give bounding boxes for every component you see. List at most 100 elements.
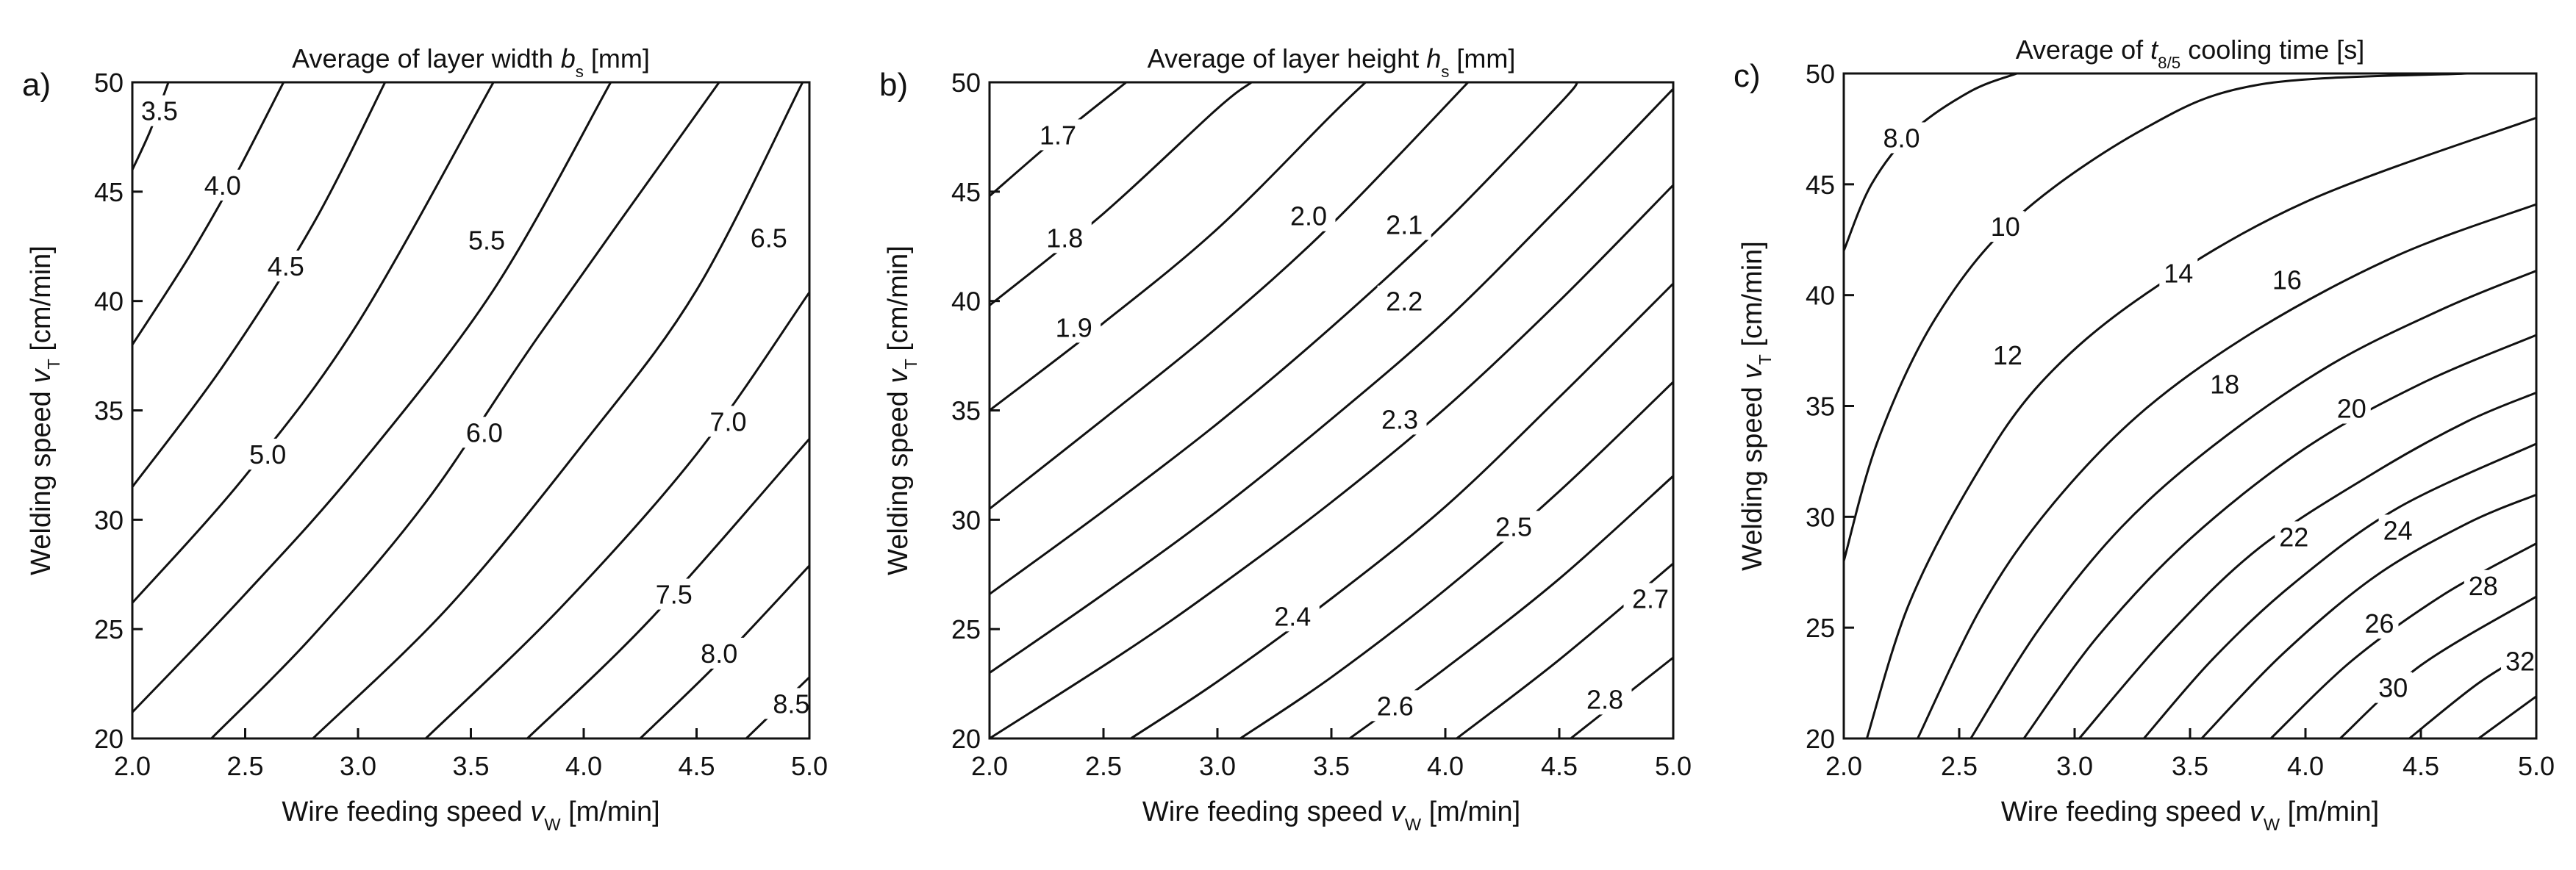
- contour-label-bg: [2378, 514, 2417, 546]
- x-tick-label: 4.0: [2287, 751, 2324, 781]
- x-tick-label: 3.0: [340, 751, 376, 781]
- chart-title-unit: [mm]: [1449, 43, 1515, 73]
- contour-label-bg: [2501, 645, 2540, 677]
- plot-frame: [988, 81, 1675, 740]
- x-tick-label: 4.5: [2403, 751, 2439, 781]
- x-axis-label-sub: W: [2264, 815, 2280, 834]
- x-tick-label: 3.5: [1313, 751, 1350, 781]
- contour-label-14: 14: [2164, 259, 2193, 289]
- contour-label-bg: [1377, 209, 1431, 240]
- contour-line-32: [2477, 695, 2536, 738]
- y-axis-label: Welding speed vT [cm/min]: [883, 245, 920, 575]
- y-axis-label-sub: T: [1756, 354, 1775, 364]
- x-tick-label: 3.5: [452, 751, 489, 781]
- y-tick-label: 30: [1806, 502, 1835, 532]
- contour-line-18: [2022, 334, 2536, 738]
- contour-label-bg: [692, 637, 746, 669]
- contour-label-12: 12: [1993, 340, 2022, 370]
- contour-line-7.5: [526, 438, 809, 738]
- contour-lines: [990, 82, 1673, 738]
- y-axis-label: Welding speed vT [cm/min]: [1737, 241, 1775, 571]
- x-axis-label-main: Wire feeding speed: [2001, 797, 2250, 827]
- contour-line-12: [1865, 116, 2536, 738]
- y-axis-label-main: Welding speed: [883, 384, 914, 575]
- contour-line-2.4: [1130, 282, 1673, 738]
- contour-label-bg: [1875, 122, 1928, 154]
- contour-label-bg: [1373, 403, 1427, 435]
- y-axis-label-symbol: v: [883, 368, 914, 384]
- contour-label-2.8: 2.8: [1586, 684, 1623, 714]
- x-axis-label: Wire feeding speed vW [m/min]: [1142, 797, 1520, 834]
- x-axis-label: Wire feeding speed vW [m/min]: [2001, 797, 2379, 834]
- contour-line-5.0: [132, 82, 495, 604]
- y-tick-label: 25: [94, 614, 124, 644]
- y-tick-label: 35: [951, 396, 981, 426]
- contour-label-7.5: 7.5: [656, 580, 693, 610]
- x-axis-label-main: Wire feeding speed: [282, 797, 530, 827]
- contour-label-bg: [1037, 222, 1092, 254]
- x-axis-label: Wire feeding speed vW [m/min]: [282, 797, 659, 834]
- contour-lines: [1844, 73, 2536, 738]
- contour-label-bg: [2464, 569, 2502, 601]
- contour-label-5.5: 5.5: [468, 225, 505, 255]
- x-tick-label: 5.0: [1655, 751, 1692, 781]
- chart-title-main: Average of layer height: [1148, 43, 1427, 73]
- contour-line-6.5: [312, 82, 804, 738]
- x-axis-label-symbol: v: [2250, 797, 2265, 827]
- x-tick-label: 4.0: [1427, 751, 1464, 781]
- x-tick-label: 3.0: [2056, 751, 2093, 781]
- contour-label-bg: [1265, 600, 1320, 632]
- x-tick-label: 2.5: [1085, 751, 1122, 781]
- contour-line-10: [1844, 73, 2467, 562]
- contour-label-bg: [196, 169, 250, 201]
- contour-label-bg: [1368, 690, 1423, 722]
- contour-label-bg: [2267, 264, 2306, 295]
- y-axis-label-main: Welding speed: [1737, 379, 1768, 571]
- contour-panel-a: 3.5 4.0 4.5 5.0 5.5 6.0 6.5 7.0 7.5 8.0 8.5 2.0 2.5 3…: [22, 43, 828, 834]
- contour-label-bg: [2332, 392, 2371, 424]
- contour-line-16: [1969, 270, 2536, 738]
- contour-label-1.8: 1.8: [1046, 223, 1083, 253]
- contour-line-14: [1917, 203, 2536, 738]
- y-tick-label: 50: [94, 68, 124, 98]
- y-tick-label: 40: [951, 287, 981, 317]
- chart-title-unit: [mm]: [584, 43, 650, 73]
- chart-title-main: Average of layer width: [292, 43, 561, 73]
- contour-label-3.5: 3.5: [141, 96, 178, 126]
- contour-label-10: 10: [1991, 212, 2020, 242]
- x-tick-label: 2.0: [971, 751, 1008, 781]
- y-axis-label-symbol: v: [26, 368, 57, 384]
- contour-label-bg: [1486, 511, 1541, 542]
- y-axis-label-sub: T: [44, 359, 63, 369]
- contour-label-16: 16: [2272, 265, 2302, 295]
- contour-line-1.9: [990, 82, 1367, 411]
- contour-line-24: [2200, 493, 2536, 738]
- contour-label-4.5: 4.5: [268, 251, 304, 281]
- x-tick-label: 4.5: [1541, 751, 1578, 781]
- contour-line-2.5: [1239, 381, 1673, 738]
- x-tick-label: 2.0: [1825, 751, 1862, 781]
- contour-label-bg: [1623, 583, 1678, 614]
- contour-label-6.5: 6.5: [751, 223, 787, 253]
- contour-label-bg: [2205, 368, 2244, 400]
- contour-line-5.5: [132, 82, 612, 713]
- y-axis-label-symbol: v: [1737, 364, 1768, 379]
- contour-label-2.7: 2.7: [1632, 583, 1669, 614]
- y-axis-label-sub: T: [901, 359, 920, 369]
- chart-title-sub: s: [576, 62, 584, 81]
- contour-label-8.0: 8.0: [1883, 123, 1920, 153]
- y-tick-label: 35: [94, 396, 124, 426]
- x-axis-label-unit: [m/min]: [1421, 797, 1520, 827]
- contour-line-2.2: [990, 87, 1673, 674]
- y-tick-label: 40: [94, 287, 124, 317]
- contour-line-2.3: [990, 184, 1673, 738]
- x-tick-label: 2.5: [226, 751, 263, 781]
- contour-label-2.6: 2.6: [1377, 691, 1414, 721]
- x-axis-label-unit: [m/min]: [561, 797, 660, 827]
- x-tick-label: 4.5: [678, 751, 715, 781]
- contour-label-2.0: 2.0: [1290, 201, 1327, 231]
- contour-lines: [132, 82, 809, 738]
- y-tick-label: 25: [1806, 613, 1835, 643]
- contour-label-bg: [1377, 285, 1431, 317]
- x-axis-label-unit: [m/min]: [2280, 797, 2379, 827]
